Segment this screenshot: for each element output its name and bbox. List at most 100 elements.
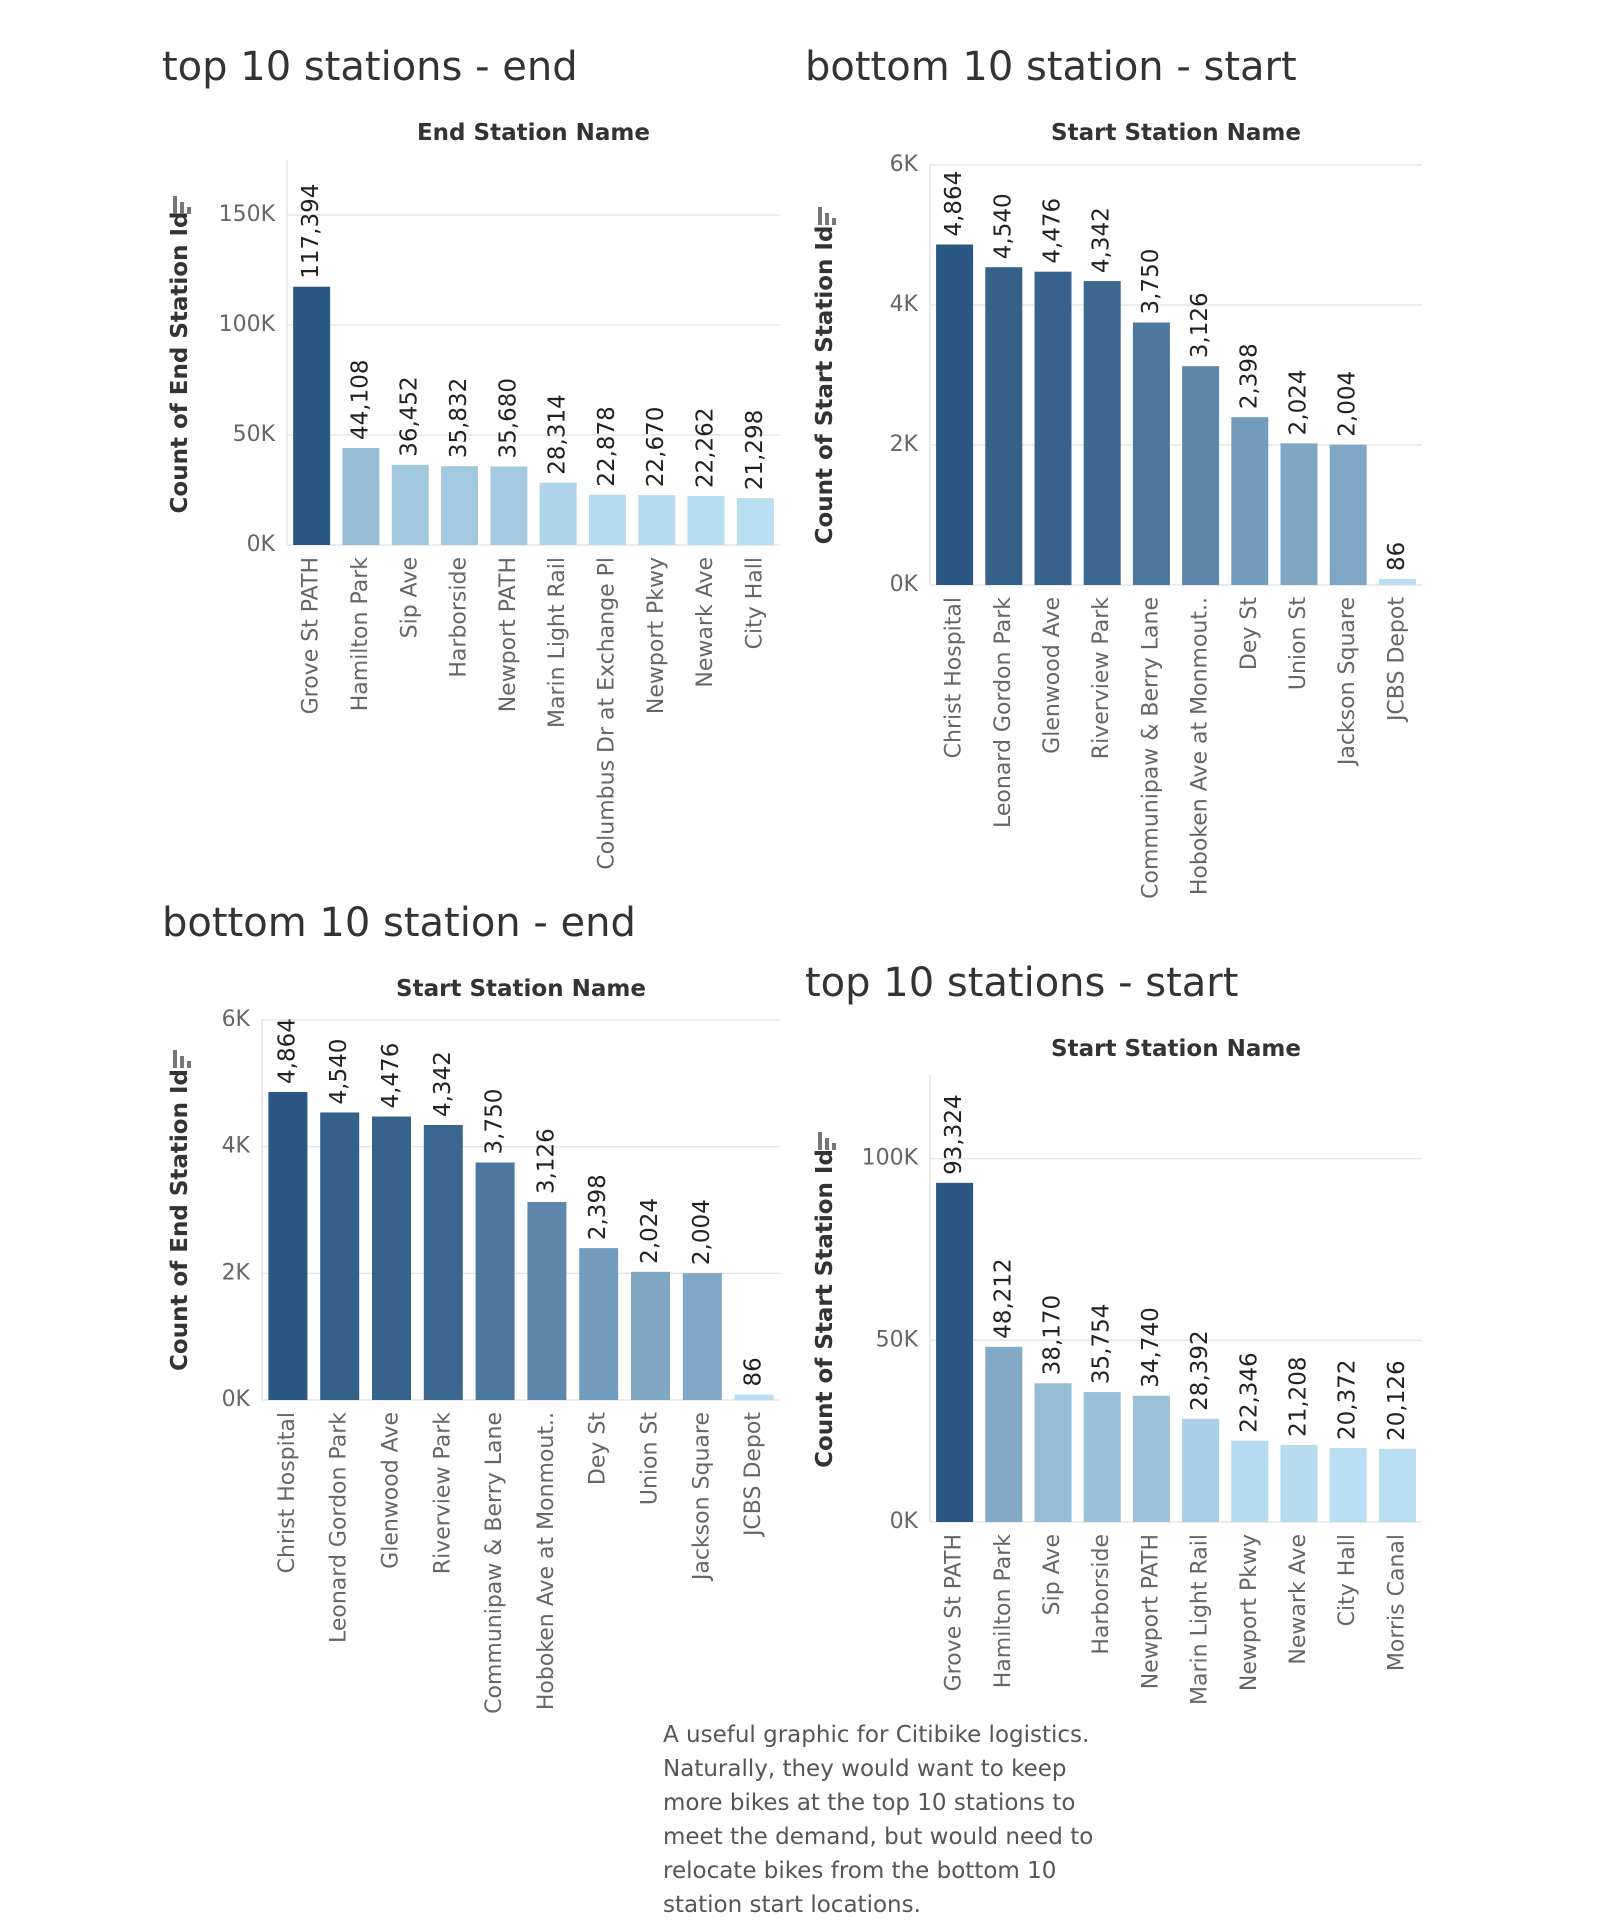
bar <box>1034 1383 1072 1522</box>
data-label: 35,680 <box>495 378 521 458</box>
sort-icon-bar <box>187 207 191 214</box>
x-tick-label: Glenwood Ave <box>379 1412 404 1569</box>
bar <box>1378 578 1416 585</box>
data-label: 22,670 <box>643 407 669 487</box>
y-tick-label: 100K <box>862 1146 919 1171</box>
y-tick-label: 0K <box>890 572 919 597</box>
bar <box>1182 1418 1220 1522</box>
bar <box>527 1202 567 1400</box>
panel-title: bottom 10 station - end <box>162 900 636 946</box>
y-axis-title: Count of End Station Id <box>167 1069 193 1371</box>
x-tick-label: Communipaw & Berry Lane <box>482 1412 507 1714</box>
data-label: 86 <box>1384 542 1410 571</box>
y-tick-label: 6K <box>222 1007 251 1032</box>
y-tick-label: 0K <box>222 1387 251 1412</box>
x-tick-label: City Hall <box>742 557 767 649</box>
y-axis-title: Count of End Station Id <box>167 212 193 514</box>
caption-line: more bikes at the top 10 stations to <box>663 1790 1076 1816</box>
y-axis-title: Count of Start Station Id <box>812 226 838 545</box>
y-tick-label: 0K <box>247 532 276 557</box>
x-tick-label: Newark Ave <box>1286 1534 1311 1665</box>
bar <box>372 1116 411 1400</box>
y-tick-label: 4K <box>222 1134 251 1159</box>
bar <box>682 1273 722 1400</box>
sort-icon-bar <box>832 1143 836 1150</box>
x-tick-label: JCBS Depot <box>741 1412 766 1538</box>
data-label: 35,754 <box>1089 1304 1115 1384</box>
sort-icon-bar <box>818 207 822 225</box>
data-label: 2,024 <box>637 1198 663 1264</box>
x-tick-label: Newport Pkwy <box>1237 1534 1262 1691</box>
x-tick-label: City Hall <box>1335 1534 1360 1626</box>
y-tick-label: 50K <box>233 422 276 447</box>
y-axis-title: Count of Start Station Id <box>812 1149 838 1468</box>
x-tick-label: Glenwood Ave <box>1040 597 1065 754</box>
x-tick-label: Christ Hospital <box>275 1412 300 1573</box>
sort-descending-icon <box>173 1050 191 1068</box>
bar <box>985 267 1023 585</box>
data-label: 21,298 <box>742 410 768 490</box>
y-tick-label: 50K <box>876 1327 919 1352</box>
bar <box>1132 322 1170 585</box>
x-tick-label: Newport Pkwy <box>644 557 669 714</box>
data-label: 36,452 <box>397 376 423 456</box>
x-tick-label: Riverview Park <box>1089 597 1114 759</box>
data-label: 4,342 <box>1089 207 1115 273</box>
data-label: 2,004 <box>1335 371 1361 437</box>
caption-line: A useful graphic for Citibike logistics. <box>663 1722 1090 1748</box>
data-label: 28,392 <box>1187 1330 1213 1410</box>
data-label: 4,540 <box>326 1039 352 1105</box>
data-label: 3,750 <box>482 1089 508 1155</box>
x-tick-label: Newark Ave <box>693 557 718 688</box>
x-axis-title: Start Station Name <box>1051 120 1301 146</box>
y-tick-label: 150K <box>219 202 276 227</box>
y-tick-label: 0K <box>890 1509 919 1534</box>
bar <box>423 1125 463 1400</box>
caption-line: station start locations. <box>663 1892 921 1918</box>
data-label: 2,398 <box>1236 343 1262 409</box>
x-tick-label: Communipaw & Berry Lane <box>1138 597 1163 899</box>
x-tick-label: Hamilton Park <box>348 557 373 712</box>
x-tick-label: Union St <box>1286 597 1311 691</box>
caption-line: relocate bikes from the bottom 10 <box>663 1858 1057 1884</box>
bar <box>588 494 626 545</box>
data-label: 28,314 <box>545 394 571 474</box>
x-tick-label: Marin Light Rail <box>545 557 570 728</box>
bar <box>936 244 974 585</box>
bar <box>687 496 725 545</box>
x-tick-label: Grove St PATH <box>942 1534 967 1691</box>
bar <box>1378 1448 1416 1522</box>
x-tick-label: Sip Ave <box>397 557 422 638</box>
sort-icon-bar <box>187 1061 191 1068</box>
bar <box>1132 1395 1170 1522</box>
bar <box>1231 1440 1269 1522</box>
x-axis-title: Start Station Name <box>396 976 646 1002</box>
bar <box>936 1182 974 1522</box>
x-tick-label: Newport PATH <box>496 557 521 712</box>
data-label: 35,832 <box>446 378 472 458</box>
sort-icon-bar <box>180 1056 184 1068</box>
data-label: 4,864 <box>274 1018 300 1084</box>
x-tick-label: Jackson Square <box>689 1412 714 1582</box>
bar <box>293 286 331 545</box>
bar <box>638 495 676 545</box>
bar <box>268 1091 308 1400</box>
x-tick-label: Newport PATH <box>1138 1534 1163 1689</box>
y-tick-label: 6K <box>890 152 919 177</box>
bar <box>631 1271 670 1400</box>
bar <box>1182 366 1220 585</box>
data-label: 93,324 <box>941 1094 967 1174</box>
data-label: 4,476 <box>378 1043 404 1109</box>
x-tick-label: Dey St <box>586 1412 611 1485</box>
bar <box>1083 281 1121 585</box>
sort-icon-bar <box>173 196 177 214</box>
bar <box>1083 1392 1121 1522</box>
caption-line: Naturally, they would want to keep <box>663 1756 1067 1782</box>
bar <box>539 482 577 545</box>
data-label: 44,108 <box>347 359 373 439</box>
data-label: 20,372 <box>1335 1359 1361 1439</box>
x-tick-label: Morris Canal <box>1384 1534 1409 1671</box>
bar <box>1329 444 1367 585</box>
